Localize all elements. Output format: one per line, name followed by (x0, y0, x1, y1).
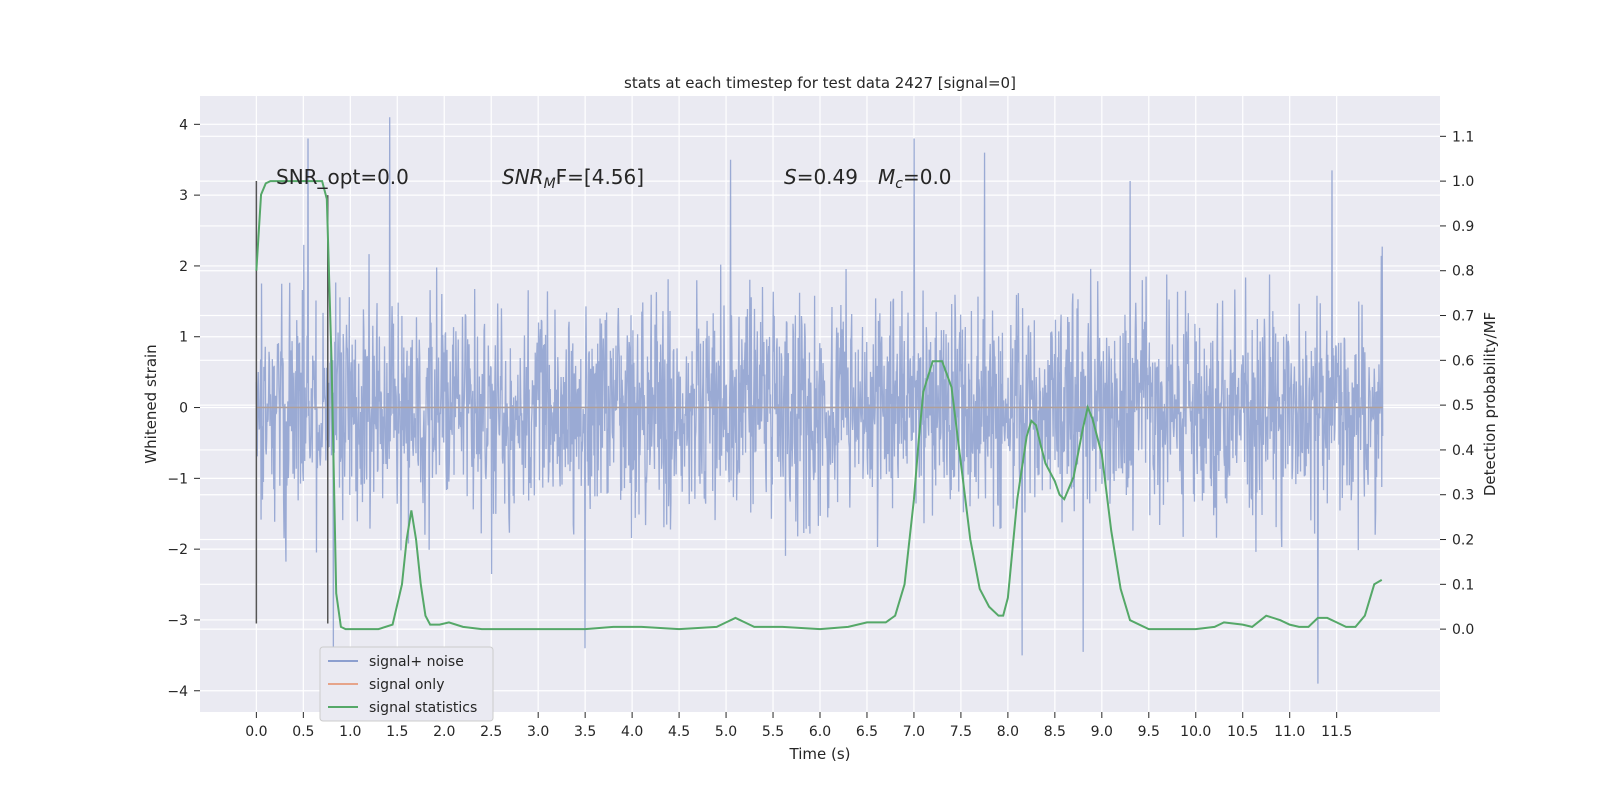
mc-subscript: c (895, 176, 903, 192)
x-tick-label: 5.5 (762, 724, 784, 740)
x-tick-label: 10.5 (1227, 724, 1258, 740)
x-tick-label: 3.0 (527, 724, 549, 740)
legend-label-stats: signal statistics (369, 700, 477, 716)
x-tick-label: 11.5 (1321, 724, 1352, 740)
stats-line (255, 180, 1383, 631)
y2-tick-label: 0.9 (1452, 219, 1474, 235)
x-tick-label: 2.5 (480, 724, 502, 740)
y2-axis-label: Detection probability/MF (1481, 312, 1499, 496)
annotation-s: S=0.49 (784, 165, 858, 189)
y-axis-ticks: −4 −3 −2 −1 0 1 2 3 4 (167, 117, 200, 700)
y2-tick-label: 1.0 (1452, 174, 1474, 190)
legend: signal+ noise signal only signal statist… (319, 646, 494, 722)
legend-label-signal-only: signal only (369, 677, 444, 693)
legend-box (319, 646, 494, 722)
y-tick-label: −4 (167, 684, 188, 700)
y2-tick-label: 0.2 (1452, 533, 1474, 549)
y2-tick-label: 1.1 (1452, 129, 1474, 145)
y-tick-label: −3 (167, 613, 188, 629)
x-tick-label: 9.5 (1138, 724, 1160, 740)
x-tick-label: 1.5 (386, 724, 408, 740)
y-tick-label: −1 (167, 471, 188, 487)
x-tick-label: 4.5 (668, 724, 690, 740)
annotation-snr-opt: SNR_opt=0.0 (276, 165, 409, 189)
x-axis-ticks: 0.0 0.5 1.0 1.5 2.0 2.5 3.0 3.5 4.0 4.5 5.0 5.5 6.0 6… (245, 712, 1352, 740)
annotation-mc: Mc=0.0 (878, 165, 952, 192)
y2-tick-label: 0.1 (1452, 577, 1474, 593)
y-tick-label: 0 (179, 401, 188, 417)
y2-tick-label: 0.5 (1452, 398, 1474, 414)
x-tick-label: 6.5 (856, 724, 878, 740)
x-axis-label: Time (s) (789, 745, 851, 763)
mc-symbol: M (878, 165, 895, 189)
x-tick-label: 2.0 (433, 724, 455, 740)
noise-series (255, 117, 1384, 684)
x-tick-label: 6.0 (809, 724, 831, 740)
mc-value: =0.0 (903, 165, 952, 189)
x-tick-label: 7.5 (950, 724, 972, 740)
y-tick-label: 3 (179, 188, 188, 204)
stats-series (255, 180, 1383, 631)
x-tick-label: 11.0 (1274, 724, 1305, 740)
x-tick-label: 0.0 (245, 724, 267, 740)
y-tick-label: 1 (179, 330, 188, 346)
s-value: =0.49 (797, 165, 858, 189)
y2-tick-label: 0.7 (1452, 309, 1474, 325)
y2-tick-label: 0.4 (1452, 443, 1474, 459)
y-axis-label: Whitened strain (142, 344, 160, 463)
x-tick-label: 5.0 (715, 724, 737, 740)
x-tick-label: 9.0 (1091, 724, 1113, 740)
x-tick-label: 8.5 (1044, 724, 1066, 740)
y2-tick-label: 0.3 (1452, 488, 1474, 504)
x-tick-label: 7.0 (903, 724, 925, 740)
y2-tick-label: 0.8 (1452, 264, 1474, 280)
y-tick-label: 4 (179, 117, 188, 133)
y-tick-label: −2 (167, 542, 188, 558)
chart-title: stats at each timestep for test data 242… (624, 74, 1016, 92)
snr-mf-subscript: M (544, 176, 556, 192)
x-tick-label: 4.0 (621, 724, 643, 740)
x-tick-label: 0.5 (292, 724, 314, 740)
y-tick-label: 2 (179, 259, 188, 275)
legend-label-noise: signal+ noise (369, 654, 464, 670)
s-symbol: S (784, 165, 797, 189)
x-tick-label: 8.0 (997, 724, 1019, 740)
y2-tick-label: 0.0 (1452, 622, 1474, 638)
x-tick-label: 10.0 (1180, 724, 1211, 740)
x-tick-label: 1.0 (339, 724, 361, 740)
y2-tick-label: 0.6 (1452, 353, 1474, 369)
noise-line (255, 117, 1384, 684)
y2-axis-ticks: 0.0 0.1 0.2 0.3 0.4 0.5 0.6 0.7 0.8 0.9 1.0 1.1 (1440, 129, 1474, 638)
annotation-snr-mf: SNRMF=[4.56] (502, 165, 644, 192)
snr-mf-symbol: SNR (502, 165, 544, 189)
x-tick-label: 3.5 (574, 724, 596, 740)
snr-mf-value: F=[4.56] (556, 165, 644, 189)
